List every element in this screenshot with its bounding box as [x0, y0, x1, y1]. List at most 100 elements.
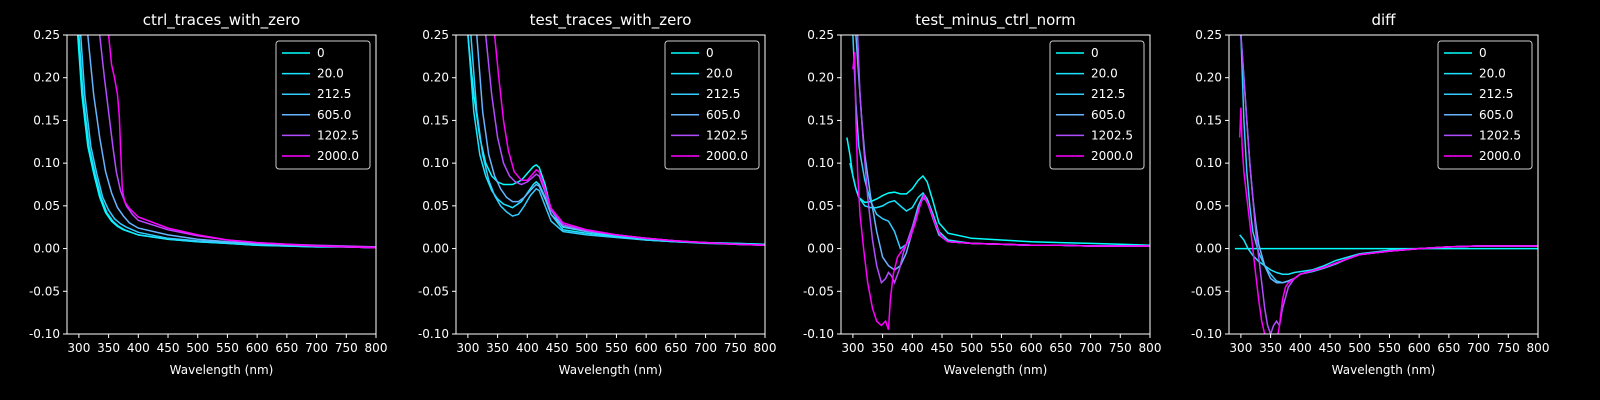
- y-tick-label: -0.05: [803, 284, 834, 298]
- chart-panel-3: test_minus_ctrl_norm 300 350 400 450 500 550 60…: [803, 11, 1162, 377]
- y-tick-label: 0.15: [1195, 113, 1222, 127]
- legend-label: 1202.5: [706, 128, 748, 142]
- y-tick-label: -0.10: [1191, 327, 1222, 341]
- x-tick-label: 650: [275, 341, 298, 355]
- y-tick-label: -0.10: [803, 327, 834, 341]
- legend-label: 2000.0: [317, 149, 359, 163]
- y-tick-label: 0.20: [1195, 71, 1222, 85]
- x-tick-label: 350: [97, 341, 120, 355]
- legend-label: 605.0: [706, 108, 740, 122]
- y-tick-label: -0.10: [418, 327, 449, 341]
- legend: 0 20.0 212.5 605.0 1202.5 2000.0: [664, 40, 760, 170]
- legend: 0 20.0 212.5 605.0 1202.5 2000.0: [275, 40, 371, 170]
- y-tick-label: 0.00: [422, 242, 449, 256]
- legend-label: 212.5: [1091, 87, 1125, 101]
- x-tick-label: 700: [1079, 341, 1102, 355]
- x-tick-label: 750: [1109, 341, 1132, 355]
- y-tick-label: 0.05: [33, 199, 60, 213]
- x-axis-label: Wavelength (nm): [944, 363, 1048, 377]
- x-tick-label: 500: [186, 341, 209, 355]
- y-tick-label: 0.25: [422, 28, 449, 42]
- x-tick-label: 350: [871, 341, 894, 355]
- series-group: [76, 35, 376, 249]
- x-tick-label: 800: [1527, 341, 1550, 355]
- legend-label: 20.0: [1091, 67, 1118, 81]
- series-group: [1234, 35, 1538, 334]
- series-line-2000.0: [493, 35, 765, 246]
- chart-panel-1: ctrl_traces_with_zero 300 350 400 450 500 550 6…: [29, 11, 388, 377]
- series-line-2000.0: [1238, 107, 1538, 334]
- y-tick-label: 0.05: [807, 199, 834, 213]
- legend-label: 605.0: [317, 108, 351, 122]
- legend-label: 605.0: [1091, 108, 1125, 122]
- legend-label: 2000.0: [706, 149, 748, 163]
- x-tick-label: 750: [724, 341, 747, 355]
- x-tick-label: 550: [990, 341, 1013, 355]
- legend-label: 0: [1091, 46, 1099, 60]
- y-tick-label: 0.00: [807, 242, 834, 256]
- series-group: [846, 35, 1150, 330]
- x-tick-label: 700: [694, 341, 717, 355]
- x-tick-label: 400: [1289, 341, 1312, 355]
- y-tick-label: 0.10: [1195, 156, 1222, 170]
- y-tick-label: 0.10: [807, 156, 834, 170]
- x-tick-label: 700: [305, 341, 328, 355]
- series-line-2000.0: [852, 52, 1150, 330]
- y-tick-label: 0.20: [33, 71, 60, 85]
- legend-label: 212.5: [317, 87, 351, 101]
- legend-label: 1202.5: [1091, 128, 1133, 142]
- x-tick-label: 450: [546, 341, 569, 355]
- x-tick-label: 800: [754, 341, 777, 355]
- x-tick-label: 300: [841, 341, 864, 355]
- legend-label: 20.0: [1479, 67, 1506, 81]
- x-tick-label: 500: [1348, 341, 1371, 355]
- legend-label: 1202.5: [1479, 128, 1521, 142]
- series-line-20.0: [1239, 234, 1538, 275]
- x-axis-label: Wavelength (nm): [559, 363, 663, 377]
- legend-label: 1202.5: [317, 128, 359, 142]
- y-tick-label: -0.10: [29, 327, 60, 341]
- y-tick-label: 0.05: [422, 199, 449, 213]
- y-tick-label: 0.10: [33, 156, 60, 170]
- chart-title: test_traces_with_zero: [530, 11, 692, 30]
- x-tick-label: 500: [960, 341, 983, 355]
- chart-panel-2: test_traces_with_zero 300 350 400 450 500 550 6…: [418, 11, 777, 377]
- x-tick-label: 550: [1378, 341, 1401, 355]
- y-tick-label: 0.05: [1195, 199, 1222, 213]
- y-tick-label: 0.20: [807, 71, 834, 85]
- y-tick-label: 0.15: [422, 113, 449, 127]
- chart-title: diff: [1371, 11, 1396, 29]
- legend-label: 212.5: [1479, 87, 1513, 101]
- x-tick-label: 700: [1467, 341, 1490, 355]
- x-tick-label: 450: [931, 341, 954, 355]
- x-tick-label: 400: [127, 341, 150, 355]
- y-tick-label: 0.20: [422, 71, 449, 85]
- x-tick-label: 350: [1259, 341, 1282, 355]
- legend-label: 605.0: [1479, 108, 1513, 122]
- series-line-2000.0: [107, 35, 376, 249]
- x-axis-label: Wavelength (nm): [1332, 363, 1436, 377]
- x-tick-label: 350: [486, 341, 509, 355]
- plot-frame: [840, 34, 1151, 335]
- x-tick-label: 550: [216, 341, 239, 355]
- y-tick-label: 0.25: [1195, 28, 1222, 42]
- series-group: [467, 35, 765, 246]
- legend-label: 20.0: [317, 67, 344, 81]
- plot-frame: [455, 34, 766, 335]
- y-tick-label: 0.10: [422, 156, 449, 170]
- plot-frame: [1228, 34, 1539, 335]
- x-tick-label: 600: [1020, 341, 1043, 355]
- chart-title: test_minus_ctrl_norm: [915, 11, 1076, 30]
- x-tick-label: 650: [1437, 341, 1460, 355]
- x-tick-label: 450: [1319, 341, 1342, 355]
- y-tick-label: 0.15: [807, 113, 834, 127]
- legend: 0 20.0 212.5 605.0 1202.5 2000.0: [1049, 40, 1145, 170]
- x-tick-label: 300: [456, 341, 479, 355]
- y-tick-label: -0.05: [29, 284, 60, 298]
- y-tick-label: 0.25: [807, 28, 834, 42]
- x-tick-label: 600: [246, 341, 269, 355]
- x-tick-label: 650: [664, 341, 687, 355]
- x-tick-label: 300: [1229, 341, 1252, 355]
- series-line-212.5: [470, 35, 765, 246]
